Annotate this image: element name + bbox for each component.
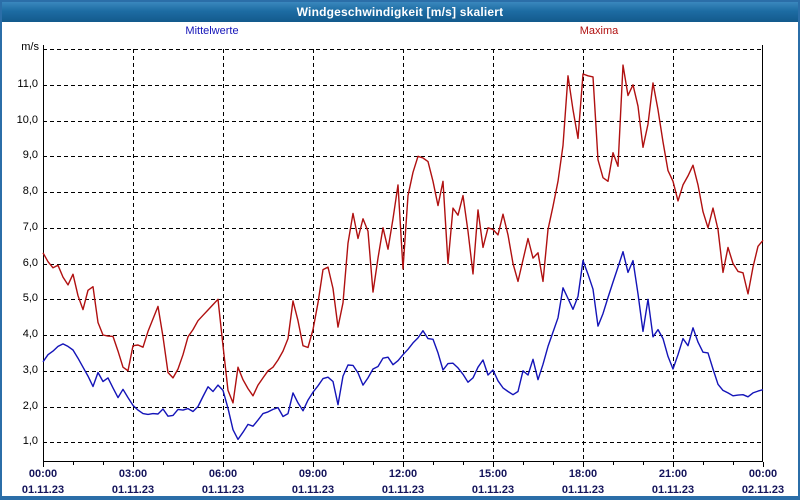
y-tick-label: 8,0 — [22, 185, 38, 197]
x-tick-time-label: 06:00 — [208, 468, 238, 480]
x-tick-time-label: 03:00 — [118, 468, 148, 480]
y-tick-label: 4,0 — [22, 328, 38, 340]
y-tick-label: 9,0 — [22, 149, 38, 162]
y-tick-label: 5,0 — [22, 292, 38, 305]
x-tick-date-label: 01.11.23 — [291, 484, 335, 496]
series-line-maxima — [42, 64, 764, 404]
x-tick-date-label: 01.11.23 — [561, 484, 605, 496]
legend-label-maxima: Maxima — [579, 25, 619, 37]
x-tick-date-label: 01.11.23 — [21, 484, 65, 496]
window-titlebar: Windgeschwindigkeit [m/s] skaliert — [2, 2, 798, 22]
x-tick-time-label: 18:00 — [568, 468, 598, 480]
x-tick-time-label: 15:00 — [478, 468, 508, 480]
series-line-mittelwerte — [42, 250, 764, 441]
wind-speed-chart-plot — [42, 45, 764, 467]
x-tick-date-label: 01.11.23 — [111, 484, 155, 496]
y-tick-label: 10,0 — [16, 113, 38, 126]
x-tick-time-label: 00:00 — [748, 468, 778, 480]
x-tick-time-label: 00:00 — [28, 468, 58, 480]
x-tick-date-label: 01.11.23 — [381, 484, 425, 496]
y-axis-unit-label: m/s — [21, 41, 39, 53]
legend-label-mittelwerte: Mittelwerte — [185, 25, 239, 37]
y-tick-label: 3,0 — [22, 363, 38, 376]
x-tick-time-label: 21:00 — [658, 468, 688, 480]
x-tick-date-label: 02.11.23 — [741, 484, 785, 496]
x-tick-time-label: 09:00 — [298, 468, 328, 480]
x-tick-date-label: 01.11.23 — [471, 484, 515, 496]
y-tick-label: 7,0 — [22, 220, 38, 233]
y-tick-label: 6,0 — [22, 256, 38, 269]
y-tick-label: 11,0 — [17, 77, 38, 90]
y-tick-label: 2,0 — [22, 399, 38, 412]
x-tick-date-label: 01.11.23 — [201, 484, 245, 496]
window-title: Windgeschwindigkeit [m/s] skaliert — [296, 5, 504, 19]
y-tick-label: 1,0 — [22, 435, 38, 448]
x-tick-date-label: 01.11.23 — [651, 484, 695, 496]
x-tick-time-label: 12:00 — [388, 468, 418, 480]
